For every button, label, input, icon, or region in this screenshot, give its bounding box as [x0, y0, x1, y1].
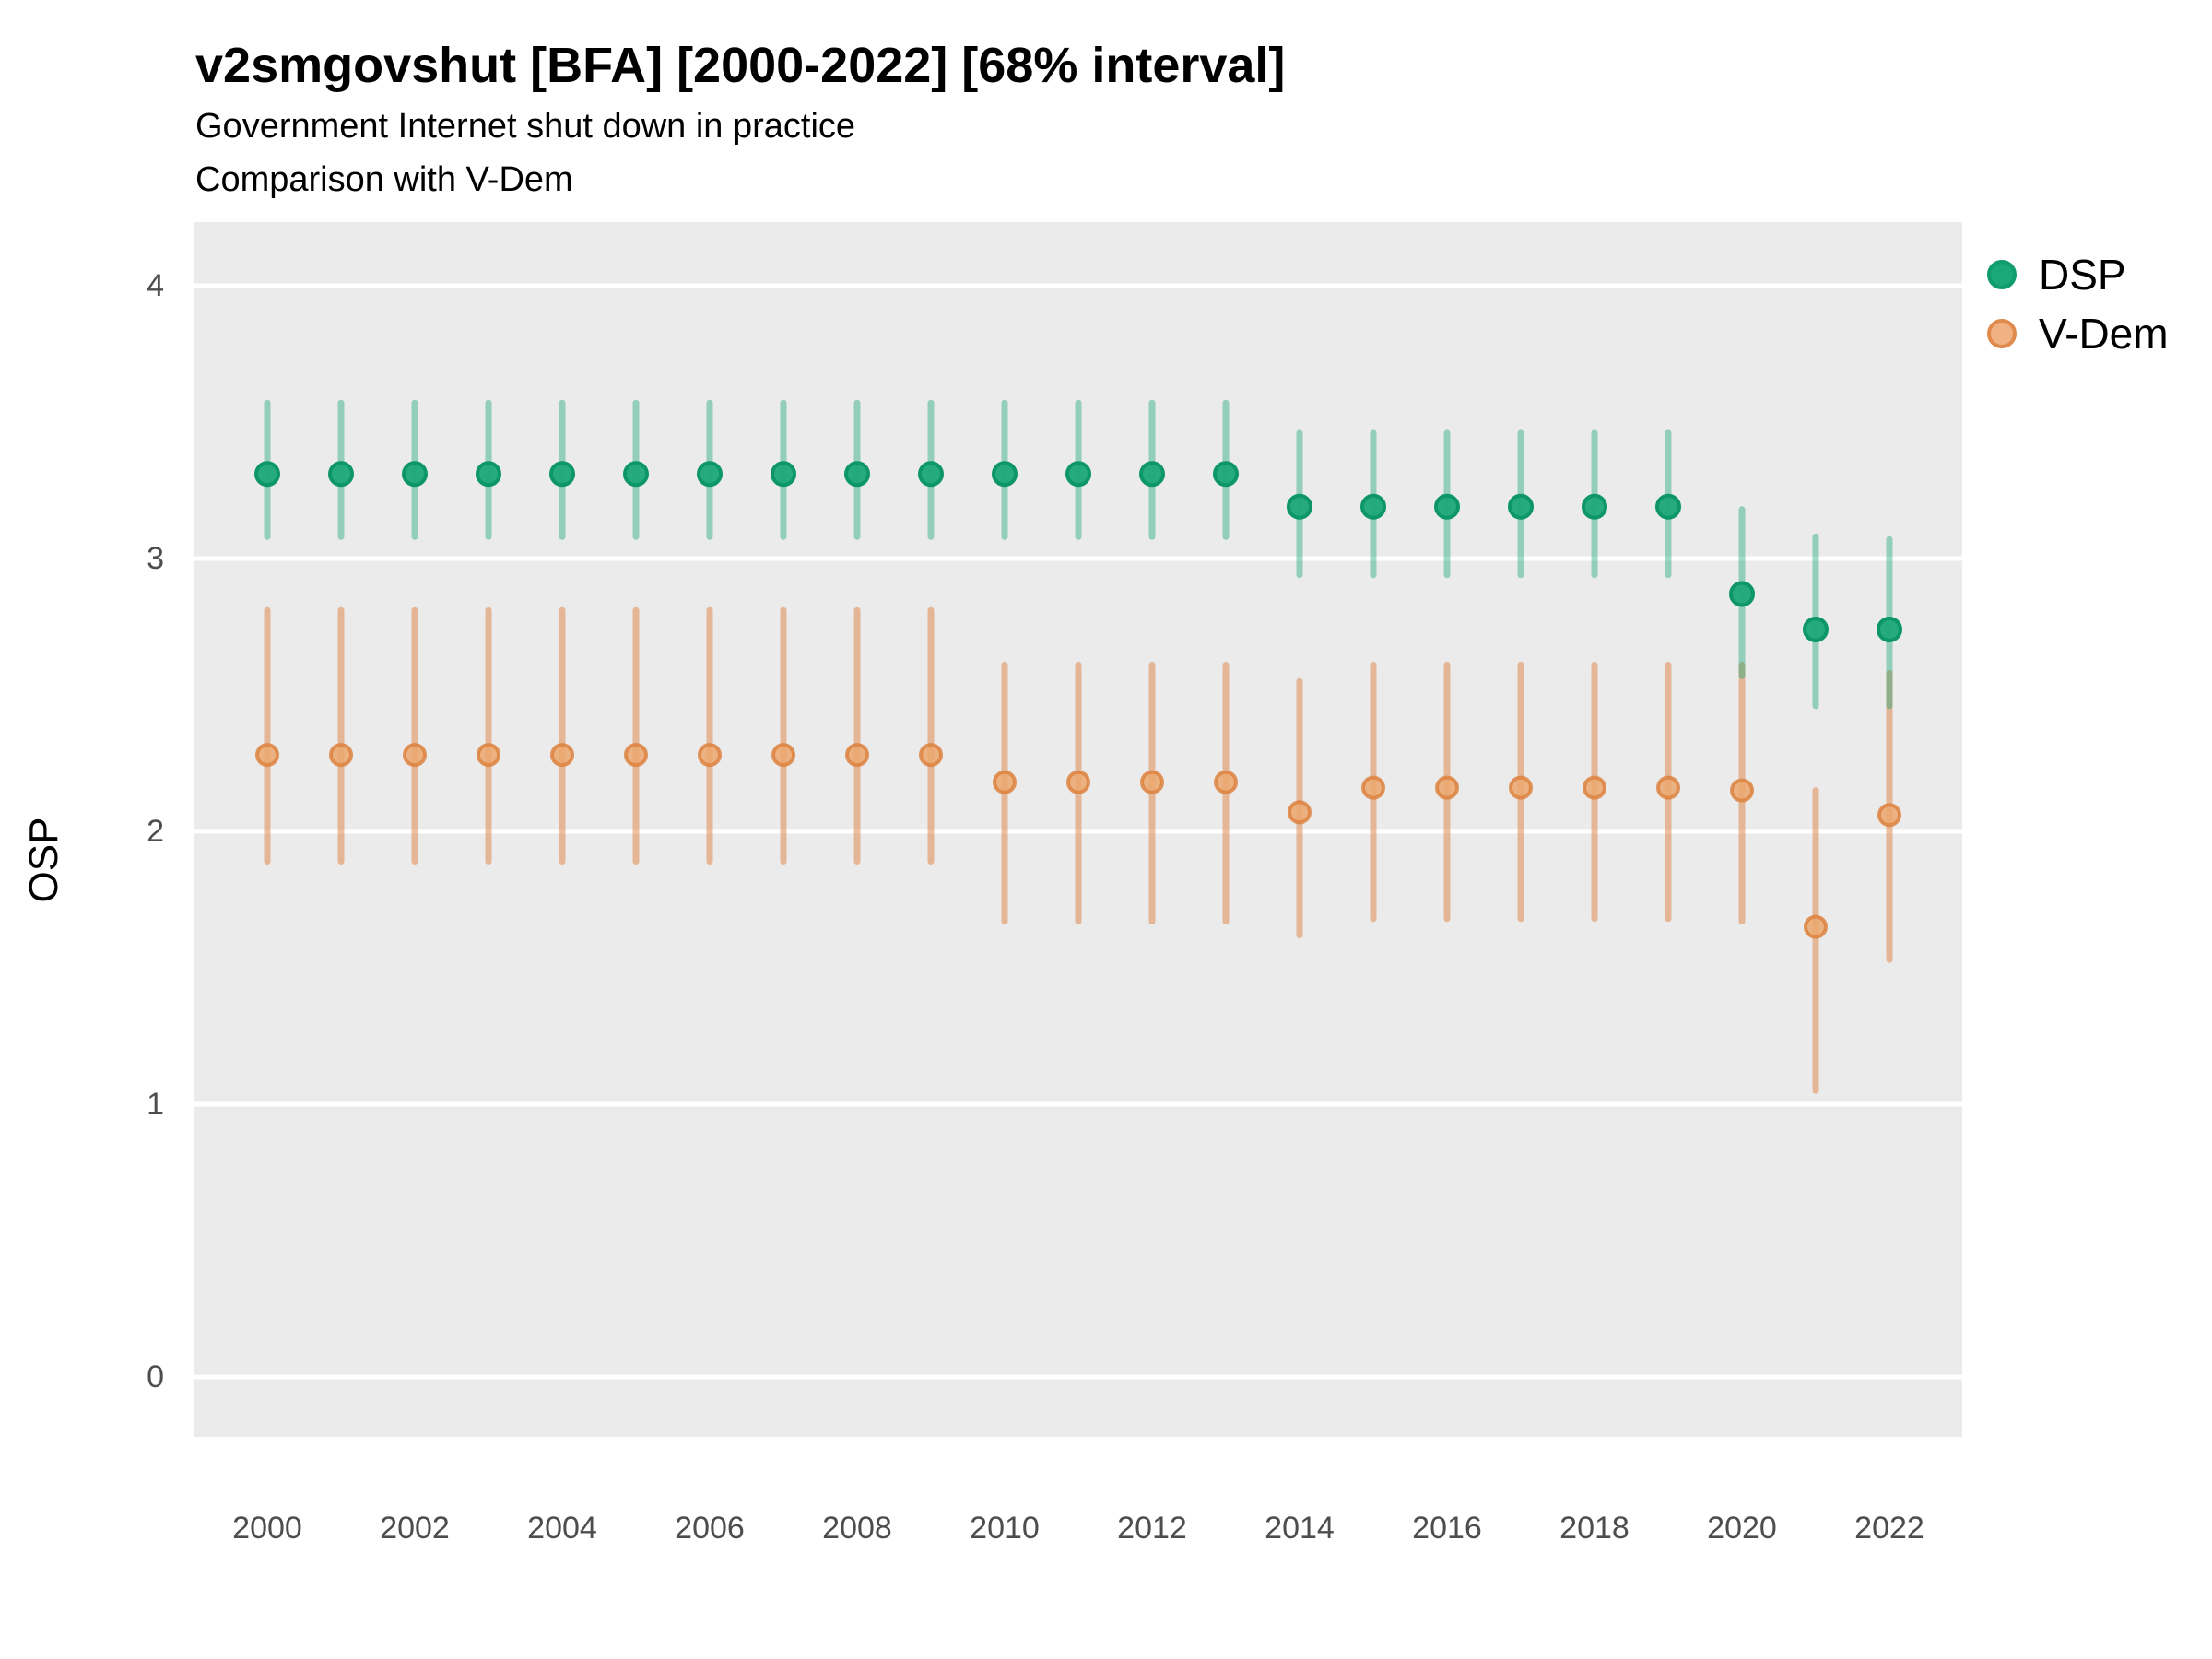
- point-vdem-2017: [1509, 775, 1533, 800]
- point-dsp-2017: [1508, 493, 1534, 520]
- point-dsp-2008: [844, 461, 870, 488]
- point-vdem-2005: [624, 743, 648, 768]
- x-tick-label-2016: 2016: [1412, 1511, 1482, 1546]
- y-tick-label-2: 2: [147, 814, 164, 849]
- point-vdem-2004: [550, 743, 574, 768]
- point-vdem-2003: [477, 743, 500, 768]
- point-dsp-2014: [1287, 493, 1312, 520]
- point-dsp-2001: [328, 461, 354, 488]
- point-vdem-2020: [1730, 778, 1754, 803]
- x-tick-label-2012: 2012: [1117, 1511, 1187, 1546]
- point-vdem-2014: [1288, 800, 1312, 825]
- legend-dot-vdem-icon: [1987, 319, 2017, 348]
- point-dsp-2010: [992, 461, 1018, 488]
- y-tick-label-4: 4: [147, 268, 164, 303]
- legend-dot-dsp-icon: [1987, 260, 2017, 289]
- point-vdem-2016: [1435, 775, 1459, 800]
- point-dsp-2022: [1877, 616, 1902, 642]
- point-vdem-2018: [1583, 775, 1606, 800]
- x-tick-label-2020: 2020: [1707, 1511, 1777, 1546]
- legend-label-dsp: DSP: [2039, 251, 2126, 299]
- x-tick-label-2008: 2008: [822, 1511, 892, 1546]
- point-vdem-2019: [1656, 775, 1680, 800]
- point-dsp-2020: [1729, 581, 1755, 607]
- point-dsp-2002: [402, 461, 428, 488]
- legend-item-dsp: DSP: [1987, 245, 2169, 304]
- chart-title: v2smgovshut [BFA] [2000-2022] [68% inter…: [195, 38, 1286, 93]
- chart-subtitle: Government Internet shut down in practic…: [195, 107, 856, 146]
- point-dsp-2012: [1139, 461, 1165, 488]
- point-vdem-2013: [1214, 770, 1238, 794]
- x-tick-label-2002: 2002: [380, 1511, 450, 1546]
- point-dsp-2016: [1434, 493, 1460, 520]
- point-dsp-2000: [254, 461, 280, 488]
- x-tick-label-2018: 2018: [1559, 1511, 1630, 1546]
- point-vdem-2002: [403, 743, 427, 768]
- y-tick-label-1: 1: [147, 1087, 164, 1122]
- x-tick-label-2004: 2004: [527, 1511, 597, 1546]
- point-vdem-2021: [1804, 914, 1828, 939]
- point-dsp-2004: [549, 461, 575, 488]
- x-tick-label-2022: 2022: [1854, 1511, 1924, 1546]
- point-dsp-2013: [1213, 461, 1239, 488]
- point-dsp-2019: [1655, 493, 1681, 520]
- x-tick-label-2014: 2014: [1265, 1511, 1335, 1546]
- point-vdem-2012: [1140, 770, 1164, 794]
- point-dsp-2021: [1803, 616, 1829, 642]
- legend-item-vdem: V-Dem: [1987, 304, 2169, 363]
- point-vdem-2011: [1066, 770, 1090, 794]
- point-vdem-2015: [1361, 775, 1385, 800]
- point-vdem-2022: [1877, 803, 1901, 828]
- point-dsp-2011: [1065, 461, 1091, 488]
- point-vdem-2007: [771, 743, 795, 768]
- point-vdem-2001: [329, 743, 353, 768]
- point-dsp-2006: [697, 461, 723, 488]
- point-dsp-2007: [771, 461, 796, 488]
- point-vdem-2000: [255, 743, 279, 768]
- legend: DSP V-Dem: [1987, 245, 2169, 363]
- point-dsp-2018: [1582, 493, 1607, 520]
- y-tick-label-0: 0: [147, 1359, 164, 1394]
- y-tick-label-3: 3: [147, 541, 164, 576]
- legend-label-vdem: V-Dem: [2039, 310, 2169, 358]
- point-dsp-2015: [1360, 493, 1386, 520]
- point-vdem-2006: [698, 743, 722, 768]
- point-dsp-2009: [918, 461, 944, 488]
- point-dsp-2005: [623, 461, 649, 488]
- chart-subtitle-comparison: Comparison with V-Dem: [195, 160, 573, 199]
- point-vdem-2010: [993, 770, 1017, 794]
- point-vdem-2008: [845, 743, 869, 768]
- x-tick-label-2000: 2000: [232, 1511, 302, 1546]
- x-tick-label-2006: 2006: [675, 1511, 745, 1546]
- point-dsp-2003: [476, 461, 501, 488]
- x-tick-label-2010: 2010: [970, 1511, 1040, 1546]
- point-vdem-2009: [919, 743, 943, 768]
